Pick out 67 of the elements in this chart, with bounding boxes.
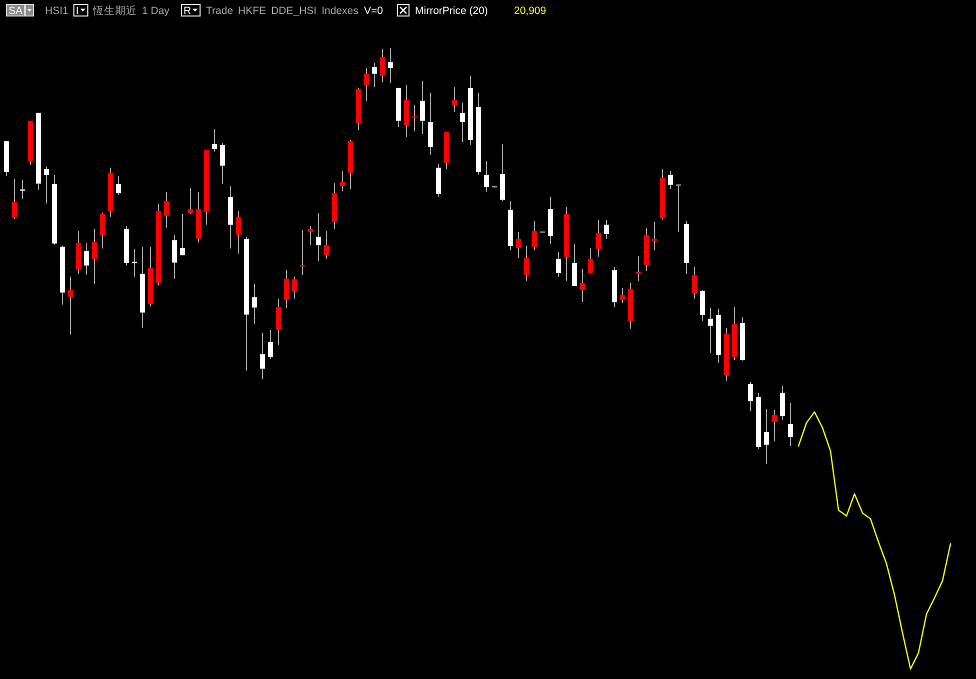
candlestick [340, 170, 345, 192]
candlestick [44, 166, 49, 204]
candlestick [300, 230, 305, 276]
candlestick [172, 234, 177, 280]
candlestick [188, 188, 193, 214]
candlestick [668, 170, 673, 190]
candlestick [572, 243, 577, 286]
candlestick [252, 283, 257, 324]
candlestick [220, 142, 225, 184]
candlestick [116, 176, 121, 196]
candlestick [284, 270, 289, 308]
text: I [76, 4, 79, 17]
candlestick [308, 226, 313, 246]
candlestick [236, 210, 241, 254]
candlestick [604, 219, 609, 240]
text: 1 Day [142, 4, 170, 17]
candlestick [276, 298, 281, 346]
candlestick [412, 104, 417, 132]
candlestick [388, 48, 393, 84]
candlestick [268, 330, 273, 360]
text: R [184, 4, 192, 17]
text: 恆生期近 [92, 4, 137, 17]
candlestick [180, 213, 185, 256]
candlestick [212, 128, 217, 152]
candlestick [92, 228, 97, 284]
candlestick [748, 382, 753, 412]
candlestick [788, 402, 793, 447]
candlestick [260, 332, 265, 380]
candlestick [324, 230, 329, 260]
candlestick [596, 219, 601, 258]
candlestick [636, 255, 641, 282]
candlestick [580, 268, 585, 303]
candlestick [364, 67, 369, 102]
candlestick [460, 102, 465, 143]
text: HKFE [238, 4, 266, 17]
candlestick [380, 48, 385, 83]
text: Trade [206, 4, 234, 17]
text: 20,909 [514, 4, 546, 17]
text: Indexes [322, 4, 358, 17]
candlestick [420, 80, 425, 135]
candlestick [708, 307, 713, 354]
candlestick [68, 276, 73, 336]
text: HSI1 [45, 4, 69, 17]
candlestick [524, 245, 529, 282]
text: MirrorPrice (20) [415, 4, 488, 17]
candlestick [516, 231, 521, 259]
candlestick [652, 221, 657, 251]
candlestick [588, 248, 593, 274]
candlestick [164, 191, 169, 228]
candlestick [12, 178, 17, 220]
candlestick [692, 266, 697, 300]
candlestick [316, 212, 321, 262]
candlestick [372, 62, 377, 88]
candlestick [764, 408, 769, 464]
candlestick [556, 251, 561, 278]
candlestick [100, 212, 105, 249]
text: DDE_HSI [271, 4, 317, 17]
candlestick [772, 409, 777, 442]
text: SA [8, 4, 23, 17]
candlestick [292, 276, 297, 300]
candlestick [84, 242, 89, 276]
candlestick [620, 288, 625, 304]
candlestick [532, 220, 537, 251]
text: V=0 [364, 4, 384, 17]
candlestick [780, 385, 785, 420]
candlestick [484, 160, 489, 192]
candlestick [452, 86, 457, 113]
